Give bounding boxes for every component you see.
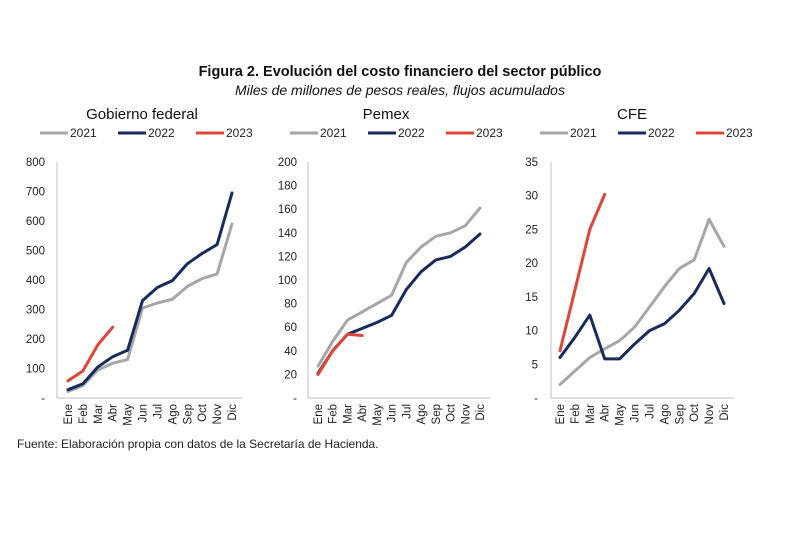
x-tick-label: Jul <box>401 404 413 419</box>
y-tick-label: 160 <box>278 204 297 216</box>
legend-label-2023: 2023 <box>476 126 503 140</box>
x-tick-label: Ene <box>555 404 567 424</box>
x-tick-label: Abr <box>357 404 369 422</box>
legend-label-2022: 2022 <box>398 126 425 140</box>
y-tick-label: 30 <box>525 191 538 203</box>
legend-label-2022: 2022 <box>648 126 675 140</box>
x-tick-label: Nov <box>460 404 472 425</box>
series-line-2022 <box>558 267 726 361</box>
x-tick-label: Ago <box>659 404 671 424</box>
panel-title-pemex: Pemex <box>363 106 410 123</box>
y-tick-label: 100 <box>278 275 297 287</box>
x-tick-label: May <box>123 404 135 426</box>
legend-label-2023: 2023 <box>226 126 253 140</box>
y-tick-label: 25 <box>525 224 538 236</box>
x-tick-label: Mar <box>585 404 597 424</box>
x-tick-label: Oct <box>689 403 701 422</box>
x-tick-label: Sep <box>431 404 443 424</box>
y-tick-label: 400 <box>26 275 45 287</box>
x-tick-label: Sep <box>674 404 686 424</box>
x-tick-label: Mar <box>93 404 105 424</box>
x-tick-label: Dic <box>227 404 239 421</box>
x-tick-label: Abr <box>600 404 612 422</box>
x-tick-label: Feb <box>78 404 90 424</box>
panel-title-gobierno-federal: Gobierno federal <box>86 106 198 123</box>
series-line-2022 <box>66 191 234 392</box>
legend-label-2022: 2022 <box>148 126 175 140</box>
y-tick-label: 500 <box>26 246 45 258</box>
y-tick-label: 120 <box>278 251 297 263</box>
figure-subtitle: Miles de millones de pesos reales, flujo… <box>235 82 565 98</box>
legend-label-2023: 2023 <box>726 126 753 140</box>
x-tick-label: Sep <box>182 404 194 424</box>
x-tick-label: Mar <box>342 404 354 424</box>
y-tick-label: 10 <box>525 326 538 338</box>
y-tick-label: 40 <box>284 346 297 358</box>
series-line-2023 <box>66 325 115 383</box>
x-tick-label: Oct <box>446 403 458 422</box>
x-tick-label: Dic <box>719 404 731 421</box>
x-tick-label: Feb <box>328 404 340 424</box>
x-tick-label: Jun <box>630 404 642 423</box>
legend-label-2021: 2021 <box>320 126 347 140</box>
x-tick-label: Dic <box>475 404 487 421</box>
x-tick-label: Feb <box>570 404 582 424</box>
y-tick-label: 200 <box>26 334 45 346</box>
y-tick-label: 15 <box>525 292 538 304</box>
y-tick-label: - <box>293 393 297 405</box>
x-tick-label: Jul <box>644 404 656 419</box>
series-line-2021 <box>66 222 234 393</box>
y-tick-label: 600 <box>26 216 45 228</box>
figure-title: Figura 2. Evolución del costo financiero… <box>198 64 602 80</box>
y-tick-label: 800 <box>26 157 45 169</box>
panel-title-cfe: CFE <box>617 106 647 123</box>
x-tick-label: Ago <box>167 404 179 424</box>
series-line-2023 <box>316 332 364 376</box>
x-tick-label: Ene <box>313 404 325 424</box>
y-tick-label: 80 <box>284 299 297 311</box>
x-tick-label: Abr <box>108 404 120 422</box>
series-line-2021 <box>558 217 726 386</box>
y-tick-label: 700 <box>26 187 45 199</box>
y-tick-label: 200 <box>278 157 297 169</box>
source-note: Fuente: Elaboración propia con datos de … <box>17 437 379 451</box>
x-tick-label: Nov <box>212 404 224 425</box>
series-line-2023 <box>558 192 607 353</box>
y-tick-label: 20 <box>284 369 297 381</box>
y-tick-label: 300 <box>26 305 45 317</box>
x-tick-label: Jul <box>152 404 164 419</box>
y-tick-label: - <box>534 393 538 405</box>
legend-label-2021: 2021 <box>70 126 97 140</box>
legend-label-2021: 2021 <box>570 126 597 140</box>
series-line-2022 <box>316 232 482 375</box>
y-tick-label: 35 <box>525 157 538 169</box>
x-tick-label: Jun <box>387 404 399 423</box>
x-tick-label: Oct <box>197 403 209 422</box>
y-tick-label: 60 <box>284 322 297 334</box>
x-tick-label: Ene <box>63 404 75 424</box>
y-tick-label: 180 <box>278 181 297 193</box>
x-tick-label: May <box>372 404 384 426</box>
y-tick-label: - <box>41 393 45 405</box>
x-tick-label: Nov <box>704 404 716 425</box>
x-tick-label: Ago <box>416 404 428 424</box>
series-line-2021 <box>316 206 482 368</box>
x-tick-label: May <box>615 404 627 426</box>
y-tick-label: 5 <box>532 359 538 371</box>
y-tick-label: 140 <box>278 228 297 240</box>
y-tick-label: 20 <box>525 258 538 270</box>
x-tick-label: Jun <box>138 404 150 423</box>
y-tick-label: 100 <box>26 364 45 376</box>
